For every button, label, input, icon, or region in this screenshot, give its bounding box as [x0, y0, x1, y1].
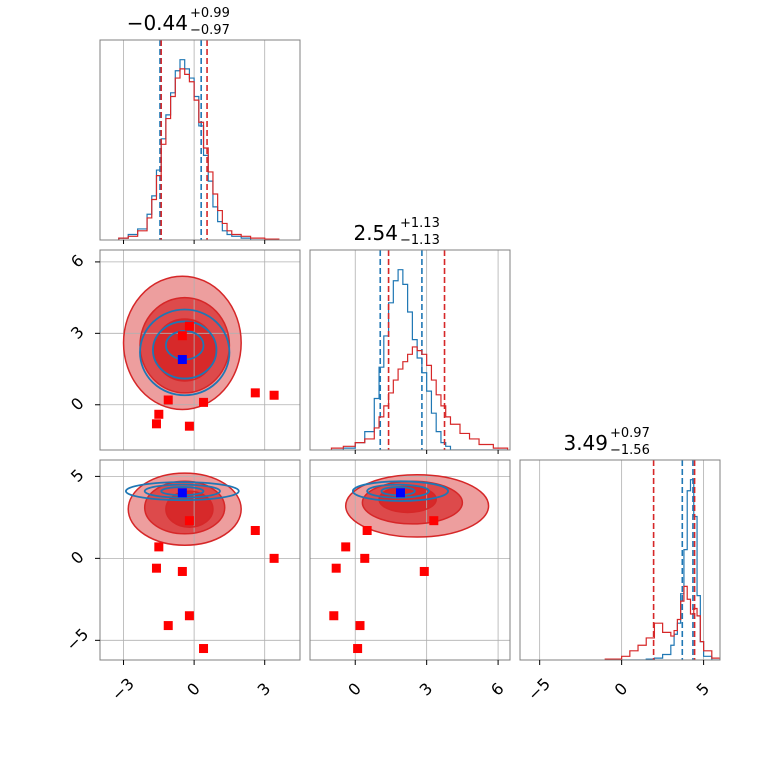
- panel-frame: [99, 249, 301, 451]
- x-tick-label: 3: [254, 679, 275, 700]
- x-tick-label: 0: [344, 679, 365, 700]
- contour-line-b: [153, 318, 217, 382]
- panel-frame: [309, 249, 511, 451]
- contour-line-a: [152, 320, 218, 380]
- sample-marker: [269, 553, 279, 563]
- histogram-step-b: [118, 68, 280, 240]
- histogram-step-a: [605, 479, 720, 660]
- sample-marker: [151, 563, 161, 573]
- y-tick-label: 0: [67, 394, 88, 415]
- sample-marker: [250, 525, 260, 535]
- data-layer: [118, 40, 720, 660]
- sample-marker: [250, 388, 260, 398]
- contour-line-b: [344, 474, 490, 538]
- histogram-step-b: [604, 585, 720, 660]
- sample-marker: [151, 419, 161, 429]
- y-tick-label: 0: [67, 547, 88, 568]
- y-tick-label: 5: [67, 465, 88, 486]
- sample-marker: [429, 516, 439, 526]
- x-tick-label: 3: [416, 679, 437, 700]
- param-title-median: 2.54: [353, 221, 398, 245]
- contour-line-a: [366, 483, 430, 499]
- x-tick-label: 5: [693, 679, 714, 700]
- sample-marker: [154, 409, 164, 419]
- param-title-median: 3.49: [563, 431, 608, 455]
- param-title-upper: +1.13: [400, 216, 440, 231]
- y-tick-label: 6: [67, 251, 88, 272]
- y-tick-label: 3: [67, 322, 88, 343]
- contour-line-a: [139, 308, 231, 397]
- sample-marker: [177, 331, 187, 341]
- sample-marker: [353, 644, 363, 654]
- y-tick-label: −5: [62, 625, 92, 655]
- histogram-step-a: [118, 59, 279, 241]
- sample-marker: [362, 525, 372, 535]
- sample-marker: [269, 390, 279, 400]
- sample-marker: [199, 397, 209, 407]
- param-title-upper: +0.99: [190, 6, 230, 21]
- histogram-step-b: [330, 346, 509, 450]
- x-tick-label: −3: [108, 674, 138, 704]
- sample-marker: [341, 542, 351, 552]
- frame-layer: [95, 39, 721, 665]
- grid-layer: [100, 40, 705, 660]
- x-tick-label: 0: [611, 679, 632, 700]
- contour-line-a: [143, 483, 221, 499]
- contour-line-a: [124, 481, 240, 502]
- sample-marker: [163, 395, 173, 405]
- param-title-upper: +0.97: [610, 426, 650, 441]
- contour-line-b: [122, 275, 242, 411]
- panel-frame: [309, 459, 511, 661]
- sample-marker: [331, 563, 341, 573]
- x-tick-label: 0: [183, 679, 204, 700]
- contour-line-b: [165, 490, 214, 528]
- param-title-lower: −1.13: [400, 233, 440, 248]
- sample-marker: [199, 644, 209, 654]
- contour-line-b: [127, 472, 242, 546]
- truth-marker: [177, 488, 187, 498]
- contour-fill-b: [154, 319, 216, 381]
- truth-marker: [395, 488, 405, 498]
- sample-marker: [184, 321, 194, 331]
- param-title-lower: −1.56: [610, 443, 650, 458]
- sample-marker: [184, 516, 194, 526]
- sample-marker: [177, 566, 187, 576]
- contour-fill-layer: [123, 276, 489, 546]
- sample-marker: [419, 566, 429, 576]
- sample-marker: [360, 553, 370, 563]
- panel-frame: [99, 459, 301, 661]
- param-title-median: −0.44: [127, 11, 188, 35]
- x-tick-label: 6: [487, 679, 508, 700]
- sample-marker: [154, 542, 164, 552]
- contour-fill-b: [379, 486, 437, 513]
- sample-marker: [329, 611, 339, 621]
- panel-frame: [99, 39, 301, 241]
- histogram-step-a: [331, 269, 508, 451]
- sample-marker: [163, 621, 173, 631]
- sample-marker: [184, 611, 194, 621]
- sample-marker: [184, 421, 194, 431]
- panel-frame: [519, 459, 721, 661]
- sample-marker: [355, 621, 365, 631]
- contour-line-a: [351, 480, 449, 502]
- x-tick-label: −5: [524, 674, 554, 704]
- truth-marker: [177, 355, 187, 365]
- param-title-lower: −0.97: [190, 23, 230, 38]
